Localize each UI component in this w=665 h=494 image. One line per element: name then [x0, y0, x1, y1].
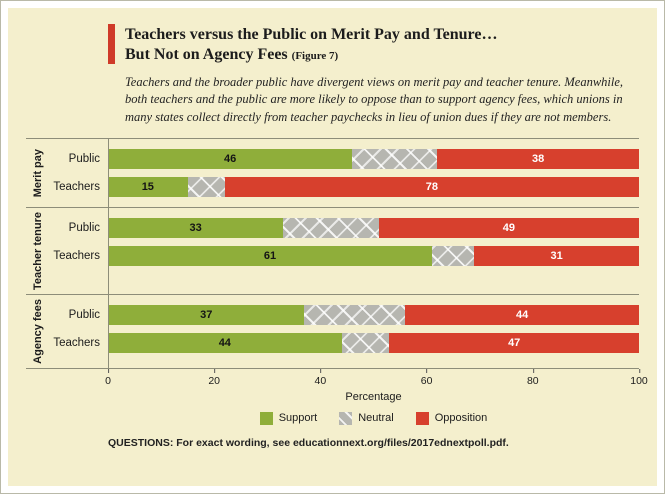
group-label-agency-fees: Agency fees	[32, 298, 44, 364]
neutral-segment	[341, 332, 390, 353]
opposition-segment: 44	[405, 304, 639, 325]
bar-row-tenure-teachers: Teachers 61 31	[50, 244, 639, 268]
legend: Support Neutral Opposition	[108, 411, 639, 425]
bar-track: 15 78	[108, 176, 639, 197]
neutral-segment	[283, 217, 379, 238]
zero-axis-line	[108, 137, 109, 368]
group-label-col: Teacher tenure	[26, 212, 50, 290]
support-segment: 37	[108, 304, 305, 325]
bar-row-merit-teachers: Teachers 15 78	[50, 175, 639, 199]
legend-item-neutral: Neutral	[339, 411, 394, 425]
value-label: 44	[516, 308, 529, 321]
neutral-segment	[352, 148, 438, 169]
x-tick: 20	[208, 368, 221, 387]
support-segment: 33	[108, 217, 284, 238]
row-label: Public	[68, 221, 100, 234]
neutral-segment	[304, 304, 406, 325]
row-label: Teachers	[53, 249, 100, 262]
value-label: 38	[531, 152, 545, 165]
bar-track: 61 31	[108, 245, 639, 266]
opposition-segment: 49	[378, 217, 639, 238]
legend-item-support: Support	[259, 411, 318, 425]
value-label: 46	[224, 152, 237, 165]
title-block: Teachers versus the Public on Merit Pay …	[125, 24, 497, 64]
legend-label-support: Support	[278, 412, 318, 425]
stacked-bar-chart: Merit pay Public 46 38 Teachers	[26, 137, 639, 369]
x-tick: 0	[105, 368, 111, 387]
bar-track: 44 47	[108, 332, 639, 353]
group-merit-pay: Merit pay Public 46 38 Teachers	[26, 137, 639, 207]
footnote: QUESTIONS: For exact wording, see educat…	[108, 436, 509, 449]
legend-swatch-opposition	[415, 411, 429, 425]
x-axis-title: Percentage	[345, 390, 402, 403]
opposition-segment: 47	[389, 332, 639, 353]
figure-header: Teachers versus the Public on Merit Pay …	[108, 24, 639, 65]
value-label: 44	[218, 336, 231, 349]
group-teacher-tenure: Teacher tenure Public 33 49 Teachers	[26, 206, 639, 294]
value-label: 15	[141, 180, 154, 193]
row-label: Public	[68, 308, 100, 321]
neutral-segment	[187, 176, 225, 197]
support-segment: 61	[108, 245, 432, 266]
group-label-col: Agency fees	[26, 299, 50, 364]
value-label: 33	[189, 221, 202, 234]
value-label: 78	[425, 180, 438, 193]
legend-label-neutral: Neutral	[358, 412, 394, 425]
x-tick: 100	[630, 368, 648, 387]
support-segment: 46	[108, 148, 353, 169]
value-label: 49	[502, 221, 516, 234]
value-label: 61	[263, 249, 277, 262]
group-label-col: Merit pay	[26, 143, 50, 203]
bar-row-tenure-public: Public 33 49	[50, 216, 639, 240]
bar-row-agency-teachers: Teachers 44 47	[50, 331, 639, 355]
x-tick: 80	[526, 368, 539, 387]
x-tick: 60	[420, 368, 433, 387]
opposition-segment: 31	[474, 245, 639, 266]
figure-description: Teachers and the broader public have div…	[125, 75, 624, 124]
row-label: Teachers	[53, 180, 100, 193]
figure-inner: Teachers versus the Public on Merit Pay …	[8, 8, 657, 486]
figure-title-line2: But Not on Agency Fees (Figure 7)	[125, 45, 497, 65]
value-label: 37	[200, 308, 213, 321]
figure-title-line1: Teachers versus the Public on Merit Pay …	[125, 26, 498, 43]
legend-item-opposition: Opposition	[415, 411, 488, 425]
support-segment: 15	[108, 176, 188, 197]
neutral-segment	[431, 245, 475, 266]
bar-track: 37 44	[108, 304, 639, 325]
bar-track: 46 38	[108, 148, 639, 169]
legend-swatch-support	[259, 411, 273, 425]
row-label: Public	[68, 152, 100, 165]
row-label: Teachers	[53, 336, 100, 349]
bar-track: 33 49	[108, 217, 639, 238]
support-segment: 44	[108, 332, 342, 353]
figure-title-line2-text: But Not on Agency Fees	[125, 45, 288, 63]
accent-bar	[108, 24, 115, 65]
opposition-segment: 78	[224, 176, 639, 197]
legend-swatch-neutral	[339, 411, 353, 425]
opposition-segment: 38	[437, 148, 639, 169]
bar-row-agency-public: Public 37 44	[50, 303, 639, 327]
group-label-merit-pay: Merit pay	[32, 148, 44, 197]
x-tick: 40	[314, 368, 327, 387]
group-agency-fees: Agency fees Public 37 44 Teachers	[26, 293, 639, 368]
value-label: 31	[550, 249, 563, 262]
legend-label-opposition: Opposition	[434, 412, 488, 425]
figure-number: (Figure 7)	[291, 49, 339, 62]
bar-row-merit-public: Public 46 38	[50, 147, 639, 171]
x-axis: 0 20 40 60 80 100	[105, 368, 648, 389]
group-label-teacher-tenure: Teacher tenure	[32, 211, 44, 290]
value-label: 47	[508, 336, 521, 349]
